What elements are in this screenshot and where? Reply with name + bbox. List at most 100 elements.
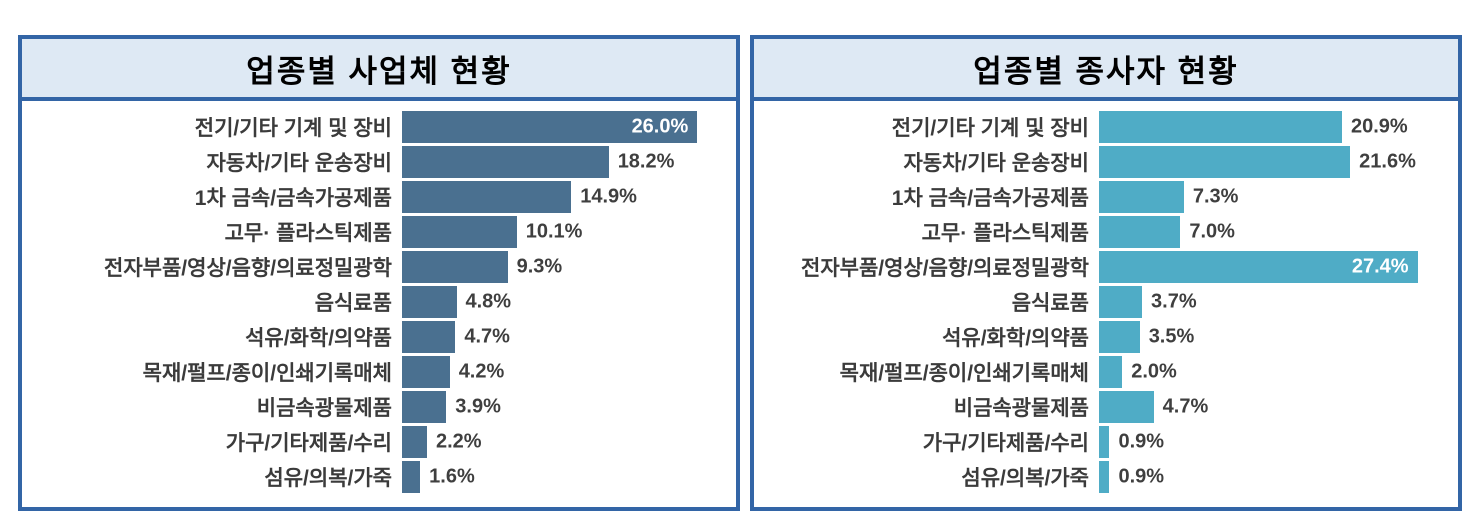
bar-track: 27.4%	[1099, 250, 1442, 284]
bar-track: 1.6%	[402, 460, 720, 494]
bar-track: 7.3%	[1099, 180, 1442, 214]
bar-row: 섬유/의복/가죽 0.9%	[758, 460, 1442, 494]
bar	[1099, 426, 1110, 459]
category-label: 석유/화학/의약품	[245, 327, 392, 350]
bar-track: 14.9%	[402, 180, 720, 214]
bar-track: 9.3%	[402, 250, 720, 284]
bar-row: 음식료품 3.7%	[758, 285, 1442, 319]
bar	[1099, 391, 1154, 424]
bar-track: 2.2%	[402, 425, 720, 459]
category-label: 가구/기타제품/수리	[922, 432, 1089, 456]
bar-row: 전자부품/영상/음향/의료정밀광학 27.4%	[758, 250, 1442, 284]
bar-row: 석유/화학/의약품 4.7%	[26, 320, 720, 354]
bar-track: 3.5%	[1099, 320, 1442, 354]
bar-row: 목재/펄프/종이/인쇄기록매체 4.2%	[26, 355, 720, 389]
value-label: 20.9%	[1351, 115, 1408, 138]
bar-row: 1차 금속/금속가공제품 7.3%	[758, 180, 1442, 214]
bar-row: 고무· 플라스틱제품 7.0%	[758, 215, 1442, 249]
value-label: 2.2%	[435, 430, 482, 453]
bar	[1099, 215, 1181, 248]
bar	[402, 426, 427, 459]
bar	[402, 461, 421, 494]
bar	[1099, 321, 1140, 353]
value-label: 1.6%	[429, 465, 475, 488]
bar-track: 3.7%	[1099, 285, 1442, 319]
bar-row: 전자부품/영상/음향/의료정밀광학 9.3%	[26, 250, 720, 284]
bar	[402, 285, 457, 318]
bar-row: 석유/화학/의약품 3.5%	[758, 320, 1442, 354]
bar-track: 4.7%	[1099, 390, 1442, 424]
employees-by-industry-chart-panel: 업종별 종사자 현황 전기/기타 기계 및 장비 20.9% 자동차/기타 운송장비…	[750, 35, 1462, 511]
bar	[1099, 356, 1123, 389]
bar-row: 자동차/기타 운송장비 18.2%	[26, 145, 720, 179]
value-label: 21.6%	[1359, 150, 1416, 173]
category-label: 고무· 플라스틱제품	[224, 221, 392, 245]
value-label: 4.7%	[1162, 395, 1209, 418]
value-label: 9.3%	[516, 255, 563, 278]
bar-track: 2.0%	[1099, 355, 1442, 389]
category-label: 비금속광물제품	[953, 397, 1089, 421]
bar-track: 26.0%	[402, 110, 720, 144]
category-label: 섬유/의복/가죽	[264, 467, 392, 491]
bar	[1099, 145, 1351, 178]
bar: 26.0%	[402, 110, 698, 143]
bar-row: 목재/펄프/종이/인쇄기록매체 2.0%	[758, 355, 1442, 389]
bar-row: 자동차/기타 운송장비 21.6%	[758, 145, 1442, 179]
bar	[402, 215, 517, 248]
chart-plot-area-employees: 전기/기타 기계 및 장비 20.9% 자동차/기타 운송장비 21.6% 1차 금속/…	[754, 101, 1458, 507]
bar-row: 음식료품 4.8%	[26, 285, 720, 319]
category-label: 1차 금속/금속가공제품	[891, 186, 1089, 210]
category-label: 목재/펄프/종이/인쇄기록매체	[142, 362, 392, 386]
value-label: 10.1%	[525, 220, 583, 243]
bar-track: 7.0%	[1099, 215, 1442, 249]
category-label: 전자부품/영상/음향/의료정밀광학	[104, 256, 392, 280]
bar	[1099, 110, 1342, 143]
category-label: 고무· 플라스틱제품	[921, 221, 1089, 245]
bar-track: 4.7%	[402, 320, 720, 354]
value-label: 7.0%	[1189, 220, 1235, 243]
category-label: 가구/기타제품/수리	[225, 432, 392, 456]
bar-row: 1차 금속/금속가공제품 14.9%	[26, 180, 720, 214]
value-label: 14.9%	[580, 185, 637, 208]
value-label: 27.4%	[1351, 255, 1409, 278]
bar-track: 4.8%	[402, 285, 720, 319]
category-label: 자동차/기타 운송장비	[903, 151, 1089, 175]
businesses-by-industry-chart-panel: 업종별 사업체 현황 전기/기타 기계 및 장비 26.0% 자동차/기타 운송장비…	[18, 35, 740, 511]
bar	[402, 180, 572, 213]
value-label: 4.7%	[464, 325, 510, 348]
bar	[1099, 180, 1184, 213]
category-label: 비금속광물제품	[256, 397, 392, 421]
value-label: 4.8%	[465, 290, 512, 313]
bar-track: 3.9%	[402, 390, 720, 424]
bar	[402, 250, 508, 283]
bar-row: 가구/기타제품/수리 2.2%	[26, 425, 720, 459]
category-label: 자동차/기타 운송장비	[206, 151, 392, 175]
value-label: 3.7%	[1151, 290, 1197, 313]
bar-row: 비금속광물제품 4.7%	[758, 390, 1442, 424]
bar-track: 20.9%	[1099, 110, 1442, 144]
bar	[402, 391, 447, 424]
category-label: 목재/펄프/종이/인쇄기록매체	[839, 362, 1089, 386]
bar	[402, 356, 450, 389]
category-label: 음식료품	[1011, 291, 1089, 315]
bar	[1099, 461, 1110, 494]
chart-title-businesses: 업종별 사업체 현황	[22, 39, 736, 101]
bar-row: 비금속광물제품 3.9%	[26, 390, 720, 424]
value-label: 3.5%	[1148, 325, 1195, 348]
bar	[402, 321, 456, 353]
value-label: 3.9%	[455, 395, 501, 418]
bar-track: 10.1%	[402, 215, 720, 249]
category-label: 전기/기타 기계 및 장비	[194, 116, 392, 140]
bar-row: 섬유/의복/가죽 1.6%	[26, 460, 720, 494]
bar-track: 21.6%	[1099, 145, 1442, 179]
bar	[1099, 285, 1143, 318]
bar	[402, 145, 609, 178]
bar-track: 0.9%	[1099, 425, 1442, 459]
value-label: 7.3%	[1192, 185, 1239, 208]
value-label: 4.2%	[458, 360, 505, 383]
bar-row: 전기/기타 기계 및 장비 20.9%	[758, 110, 1442, 144]
chart-plot-area-businesses: 전기/기타 기계 및 장비 26.0% 자동차/기타 운송장비 18.2% 1차 금속/…	[22, 101, 736, 507]
category-label: 섬유/의복/가죽	[961, 467, 1089, 491]
category-label: 전자부품/영상/음향/의료정밀광학	[801, 256, 1089, 280]
